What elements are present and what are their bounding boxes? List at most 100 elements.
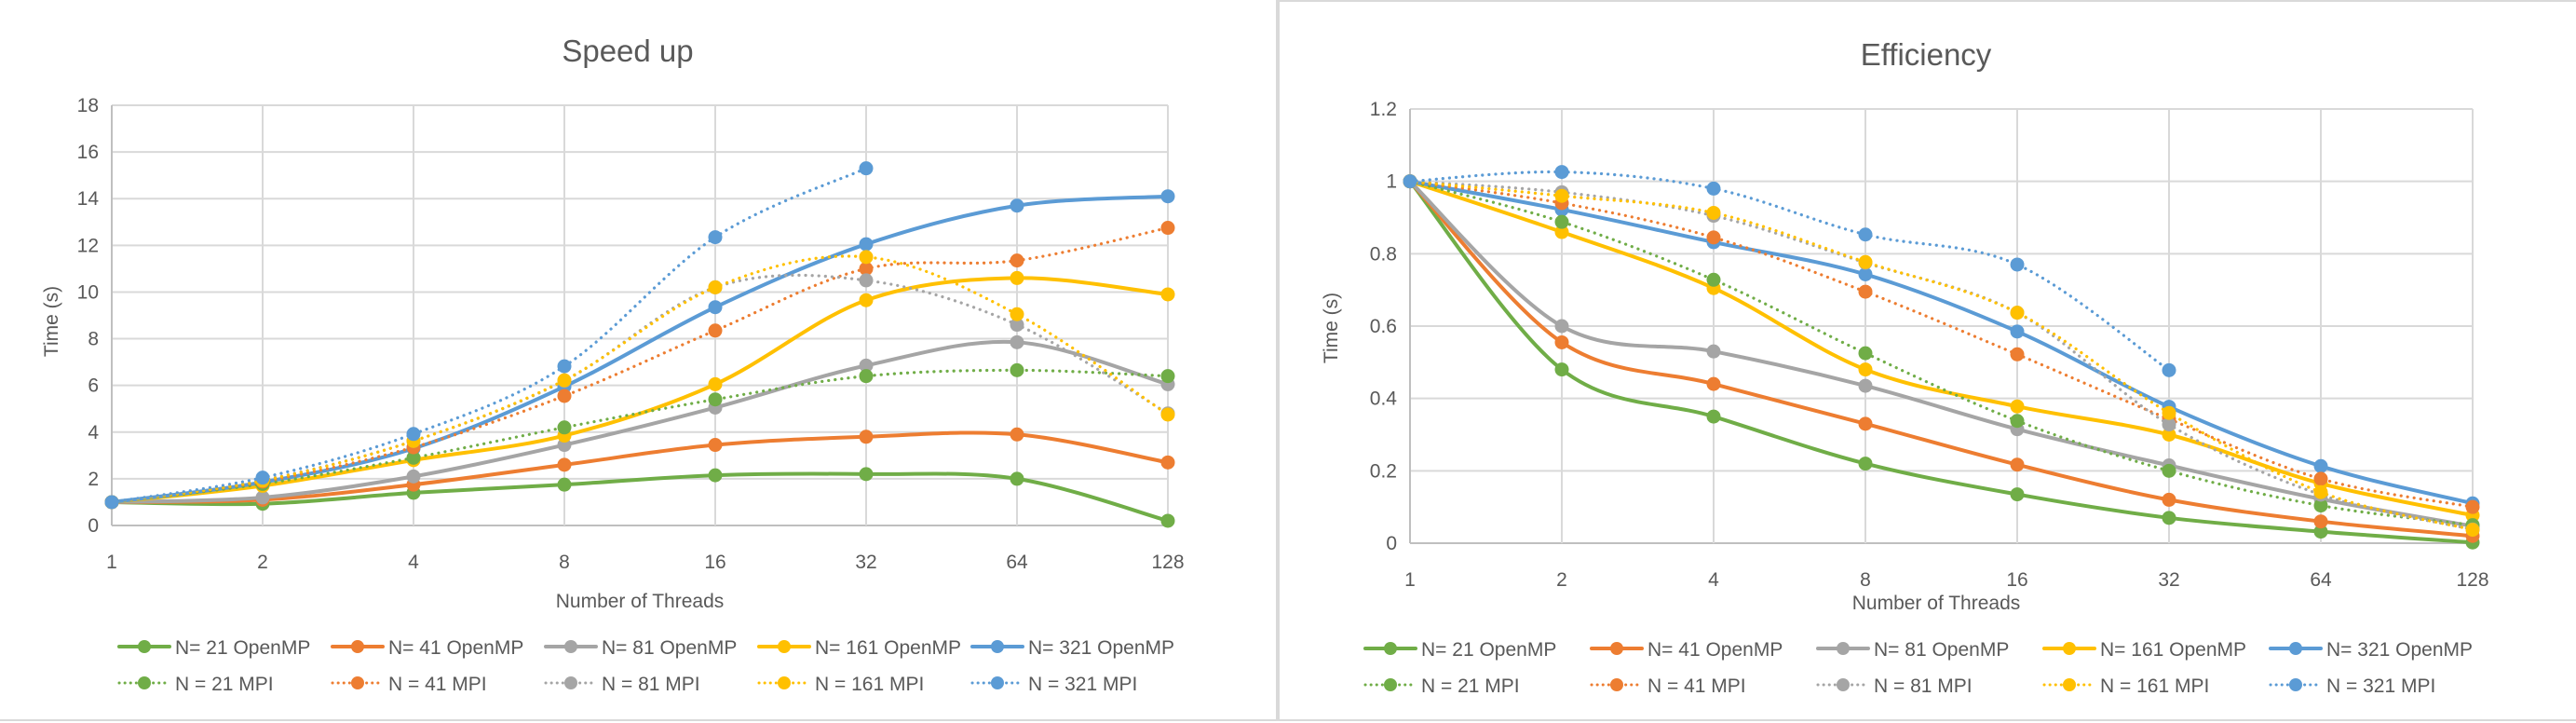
data-point[interactable] (2010, 487, 2025, 502)
data-point[interactable] (1706, 205, 1721, 220)
data-point[interactable] (2010, 399, 2025, 414)
data-point[interactable] (859, 161, 874, 176)
data-point[interactable] (708, 280, 723, 294)
data-point[interactable] (557, 373, 572, 388)
data-point[interactable] (104, 495, 119, 510)
data-point[interactable] (2162, 463, 2176, 478)
legend-item[interactable]: N= 161 OpenMP (2042, 639, 2246, 661)
data-point[interactable] (2313, 498, 2328, 513)
data-point[interactable] (1858, 362, 1873, 377)
data-point[interactable] (1554, 188, 1569, 203)
data-point[interactable] (2465, 523, 2480, 538)
data-point[interactable] (708, 323, 723, 338)
data-point[interactable] (2313, 525, 2328, 539)
data-point[interactable] (2313, 471, 2328, 486)
legend-item[interactable]: N= 161 OpenMP (757, 637, 961, 659)
data-point[interactable] (1010, 334, 1024, 349)
data-point[interactable] (1010, 198, 1024, 213)
data-point[interactable] (1858, 457, 1873, 471)
data-point[interactable] (708, 230, 723, 245)
data-point[interactable] (557, 389, 572, 403)
legend-item[interactable]: N = 161 MPI (757, 674, 924, 695)
data-point[interactable] (1554, 214, 1569, 229)
data-point[interactable] (2162, 405, 2176, 420)
data-point[interactable] (1858, 227, 1873, 242)
data-point[interactable] (2162, 492, 2176, 507)
data-point[interactable] (1010, 362, 1024, 377)
data-point[interactable] (1554, 165, 1569, 180)
data-point[interactable] (1010, 318, 1024, 333)
legend-item[interactable]: N = 41 MPI (1590, 675, 1746, 697)
data-point[interactable] (1858, 284, 1873, 299)
legend-item[interactable]: N= 321 OpenMP (2269, 639, 2473, 661)
data-point[interactable] (2465, 499, 2480, 514)
data-point[interactable] (1554, 334, 1569, 349)
data-point[interactable] (2313, 484, 2328, 499)
data-point[interactable] (1010, 427, 1024, 442)
legend-item[interactable]: N= 21 OpenMP (1363, 639, 1556, 661)
data-point[interactable] (1706, 376, 1721, 391)
data-point[interactable] (2010, 347, 2025, 362)
data-point[interactable] (557, 420, 572, 435)
data-point[interactable] (859, 237, 874, 252)
data-point[interactable] (1160, 407, 1175, 422)
data-point[interactable] (1160, 189, 1175, 204)
legend-item[interactable]: N = 321 MPI (2269, 675, 2435, 697)
data-point[interactable] (1858, 416, 1873, 431)
data-point[interactable] (708, 438, 723, 453)
data-point[interactable] (1706, 272, 1721, 287)
data-point[interactable] (859, 467, 874, 482)
legend-item[interactable]: N = 21 MPI (117, 674, 274, 695)
data-point[interactable] (1706, 181, 1721, 196)
data-point[interactable] (557, 457, 572, 472)
data-point[interactable] (1858, 346, 1873, 361)
data-point[interactable] (1160, 513, 1175, 528)
data-point[interactable] (2162, 428, 2176, 442)
data-point[interactable] (2010, 457, 2025, 472)
data-point[interactable] (1010, 253, 1024, 268)
data-point[interactable] (859, 293, 874, 307)
data-point[interactable] (2313, 514, 2328, 529)
data-point[interactable] (1160, 221, 1175, 236)
data-point[interactable] (1706, 344, 1721, 359)
legend-item[interactable]: N = 81 MPI (544, 674, 700, 695)
legend-item[interactable]: N= 81 OpenMP (1816, 639, 2009, 661)
data-point[interactable] (2162, 362, 2176, 377)
legend-item[interactable]: N= 321 OpenMP (970, 637, 1174, 659)
data-point[interactable] (406, 450, 421, 465)
legend-item[interactable]: N = 321 MPI (970, 674, 1137, 695)
legend-item[interactable]: N = 21 MPI (1363, 675, 1520, 697)
data-point[interactable] (1160, 287, 1175, 302)
data-point[interactable] (708, 376, 723, 391)
data-point[interactable] (2313, 458, 2328, 473)
data-point[interactable] (1010, 270, 1024, 285)
data-point[interactable] (2010, 306, 2025, 321)
data-point[interactable] (859, 369, 874, 384)
data-point[interactable] (859, 430, 874, 444)
data-point[interactable] (557, 477, 572, 492)
data-point[interactable] (1858, 378, 1873, 393)
data-point[interactable] (708, 468, 723, 483)
data-point[interactable] (708, 392, 723, 407)
data-point[interactable] (1010, 471, 1024, 486)
legend-item[interactable]: N= 41 OpenMP (331, 637, 523, 659)
data-point[interactable] (1858, 266, 1873, 281)
legend-item[interactable]: N = 81 MPI (1816, 675, 1973, 697)
data-point[interactable] (406, 469, 421, 484)
data-point[interactable] (406, 427, 421, 442)
legend-item[interactable]: N= 81 OpenMP (544, 637, 737, 659)
data-point[interactable] (2162, 511, 2176, 525)
data-point[interactable] (255, 490, 270, 505)
data-point[interactable] (1706, 409, 1721, 424)
data-point[interactable] (859, 261, 874, 276)
data-point[interactable] (2010, 257, 2025, 272)
data-point[interactable] (2162, 417, 2176, 432)
data-point[interactable] (2010, 414, 2025, 429)
data-point[interactable] (1554, 225, 1569, 239)
legend-item[interactable]: N= 41 OpenMP (1590, 639, 1783, 661)
data-point[interactable] (1706, 230, 1721, 245)
data-point[interactable] (2010, 324, 2025, 339)
legend-item[interactable]: N = 41 MPI (331, 674, 487, 695)
data-point[interactable] (1554, 362, 1569, 377)
data-point[interactable] (255, 471, 270, 485)
